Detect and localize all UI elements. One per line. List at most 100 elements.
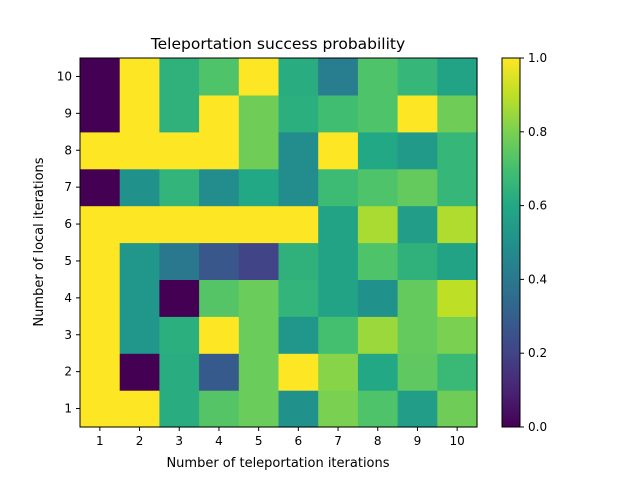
colorbar-tick-label: 0.0 bbox=[528, 420, 547, 434]
heatmap-cell bbox=[357, 168, 399, 207]
heatmap-cell bbox=[397, 131, 438, 170]
heatmap-cell bbox=[318, 353, 359, 391]
x-tick-label: 5 bbox=[255, 434, 263, 448]
heatmap-cell bbox=[119, 168, 160, 207]
heatmap-cell bbox=[397, 168, 438, 207]
x-tick-label: 7 bbox=[334, 434, 342, 448]
heatmap-cell bbox=[199, 316, 240, 354]
heatmap-cell bbox=[357, 353, 399, 391]
heatmap-cell bbox=[119, 316, 160, 354]
heatmap-cell bbox=[159, 390, 200, 428]
heatmap-cell bbox=[199, 390, 240, 428]
heatmap-cell bbox=[278, 58, 319, 96]
colorbar bbox=[501, 57, 521, 428]
plot-frame bbox=[79, 57, 478, 428]
heatmap-cell bbox=[238, 58, 280, 96]
heatmap-cell bbox=[318, 58, 359, 96]
chart-title: Teleportation success probability bbox=[150, 35, 405, 53]
x-tick-label: 8 bbox=[374, 434, 382, 448]
heatmap-cell bbox=[437, 94, 478, 133]
heatmap-cell bbox=[199, 279, 240, 317]
colorbar-tick-label: 0.6 bbox=[528, 199, 547, 213]
heatmap-cell bbox=[238, 242, 280, 280]
x-tick-label: 2 bbox=[136, 434, 144, 448]
heatmap-cell bbox=[357, 279, 399, 317]
x-axis-ticks: 1 2 3 4 5 6 7 8 9 10 bbox=[96, 427, 465, 448]
heatmap-cell bbox=[159, 242, 200, 280]
heatmap-cell bbox=[278, 316, 319, 354]
y-tick-label: 2 bbox=[64, 365, 72, 379]
y-tick-label: 4 bbox=[64, 291, 72, 305]
heatmap-cell bbox=[318, 94, 359, 133]
heatmap-cell bbox=[199, 353, 240, 391]
heatmap-cell bbox=[318, 131, 359, 170]
colorbar-tick-label: 0.4 bbox=[528, 272, 547, 286]
heatmap-cell bbox=[199, 242, 240, 280]
heatmap-cell bbox=[238, 390, 280, 428]
heatmap-cell bbox=[119, 279, 160, 317]
heatmap-cell bbox=[119, 94, 160, 133]
heatmap-cell bbox=[318, 279, 359, 317]
heatmap-cell bbox=[357, 58, 399, 96]
heatmap-cell bbox=[437, 168, 478, 207]
heatmap-cell bbox=[437, 205, 478, 244]
heatmap-cell bbox=[437, 390, 478, 428]
x-tick-label: 1 bbox=[96, 434, 104, 448]
heatmap-cell bbox=[397, 316, 438, 354]
y-tick-label: 8 bbox=[64, 143, 72, 157]
y-axis-label: Number of local iterations bbox=[32, 157, 47, 326]
heatmap-cell bbox=[199, 205, 240, 244]
heatmap-cell bbox=[119, 242, 160, 280]
heatmap-cell bbox=[159, 316, 200, 354]
heatmap-cell bbox=[437, 58, 478, 96]
y-tick-label: 3 bbox=[64, 328, 72, 342]
heatmap-cell bbox=[80, 168, 121, 207]
y-tick-label: 9 bbox=[64, 106, 72, 120]
x-tick-label: 6 bbox=[295, 434, 303, 448]
colorbar-tick-label: 0.8 bbox=[528, 125, 547, 139]
x-tick-label: 10 bbox=[450, 434, 465, 448]
heatmap-cell bbox=[397, 242, 438, 280]
heatmap-cells bbox=[80, 58, 478, 428]
heatmap-cell bbox=[318, 242, 359, 280]
heatmap-cell bbox=[119, 390, 160, 428]
heatmap-cell bbox=[80, 58, 121, 96]
heatmap-cell bbox=[80, 353, 121, 391]
heatmap-cell bbox=[437, 353, 478, 391]
heatmap-cell bbox=[159, 353, 200, 391]
heatmap-cell bbox=[80, 279, 121, 317]
heatmap-cell bbox=[119, 205, 160, 244]
x-tick-label: 9 bbox=[414, 434, 422, 448]
heatmap-cell bbox=[238, 205, 280, 244]
heatmap-cell bbox=[437, 316, 478, 354]
heatmap-cell bbox=[80, 131, 121, 170]
heatmap-cell bbox=[199, 94, 240, 133]
heatmap-cell bbox=[318, 205, 359, 244]
heatmap-cell bbox=[238, 353, 280, 391]
colorbar-ticks: 0.0 0.2 0.4 0.6 0.8 1.0 bbox=[520, 51, 547, 434]
y-tick-label: 10 bbox=[57, 69, 72, 83]
heatmap-cell bbox=[119, 58, 160, 96]
heatmap-cell bbox=[80, 316, 121, 354]
heatmap-cell bbox=[80, 242, 121, 280]
heatmap-cell bbox=[238, 168, 280, 207]
heatmap-cell bbox=[199, 131, 240, 170]
heatmap-cell bbox=[437, 242, 478, 280]
heatmap-cell bbox=[238, 316, 280, 354]
heatmap-cell bbox=[119, 353, 160, 391]
heatmap-cell bbox=[80, 390, 121, 428]
heatmap-cell bbox=[318, 316, 359, 354]
heatmap-cell bbox=[397, 94, 438, 133]
heatmap-cell bbox=[278, 131, 319, 170]
heatmap-cell bbox=[80, 94, 121, 133]
heatmap-cell bbox=[397, 205, 438, 244]
heatmap-cell bbox=[357, 316, 399, 354]
heatmap-cell bbox=[119, 131, 160, 170]
heatmap-cell bbox=[238, 94, 280, 133]
heatmap-cell bbox=[278, 353, 319, 391]
y-tick-label: 1 bbox=[64, 402, 72, 416]
heatmap-cell bbox=[397, 353, 438, 391]
heatmap-cell bbox=[318, 390, 359, 428]
x-axis-label: Number of teleportation iterations bbox=[166, 456, 389, 471]
heatmap-cell bbox=[278, 168, 319, 207]
